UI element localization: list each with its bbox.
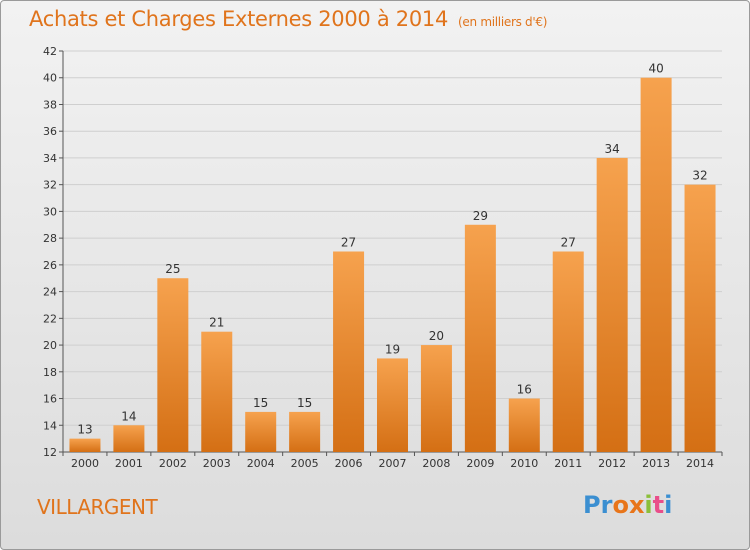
y-tick-label: 40 — [43, 72, 57, 85]
y-tick-label: 12 — [43, 446, 57, 459]
y-tick-label: 16 — [43, 393, 57, 406]
x-tick-label: 2004 — [247, 457, 275, 470]
x-tick-label: 2010 — [510, 457, 538, 470]
data-label: 32 — [692, 169, 707, 183]
logo-letter: o — [612, 491, 629, 519]
y-tick-label: 32 — [43, 179, 57, 192]
y-tick-label: 18 — [43, 366, 57, 379]
bar — [333, 251, 365, 452]
x-tick-label: 2006 — [335, 457, 363, 470]
data-label: 29 — [473, 209, 488, 223]
x-tick-label: 2002 — [159, 457, 187, 470]
logo-letter: i — [664, 491, 673, 519]
y-tick-label: 28 — [43, 232, 57, 245]
data-label: 34 — [605, 142, 620, 156]
logo-letter: x — [628, 491, 645, 519]
x-tick-label: 2000 — [71, 457, 99, 470]
proxiti-logo: Proxiti — [583, 491, 672, 519]
y-tick-label: 14 — [43, 419, 57, 432]
bar — [113, 425, 145, 452]
x-tick-label: 2011 — [554, 457, 582, 470]
y-tick-label: 24 — [43, 286, 57, 299]
x-tick-label: 2009 — [466, 457, 494, 470]
bar — [464, 224, 496, 452]
data-label: 15 — [297, 396, 312, 410]
x-tick-label: 2012 — [598, 457, 626, 470]
data-label: 19 — [385, 342, 400, 356]
x-tick-label: 2003 — [203, 457, 231, 470]
x-tick-label: 2008 — [422, 457, 450, 470]
y-tick-label: 42 — [43, 45, 57, 58]
logo-letter: r — [600, 491, 613, 519]
y-tick-label: 38 — [43, 98, 57, 111]
x-tick-label: 2014 — [686, 457, 714, 470]
logo-letter: i — [644, 491, 653, 519]
bar — [640, 77, 672, 452]
y-tick-label: 34 — [43, 152, 57, 165]
bars — [69, 77, 716, 452]
x-tick-label: 2005 — [291, 457, 319, 470]
bar — [377, 358, 408, 452]
x-tick-label: 2001 — [115, 457, 143, 470]
data-label: 25 — [165, 262, 180, 276]
data-label: 13 — [77, 423, 92, 437]
y-tick-label: 22 — [43, 312, 57, 325]
data-label: 27 — [561, 236, 576, 250]
bar — [684, 184, 716, 452]
y-tick-label: 26 — [43, 259, 57, 272]
data-label: 40 — [648, 62, 663, 76]
unit-label: (en milliers d'€) — [458, 15, 548, 29]
data-label: 14 — [121, 409, 136, 423]
data-label: 15 — [253, 396, 268, 410]
data-label: 20 — [429, 329, 444, 343]
bar — [420, 345, 452, 452]
bar — [289, 411, 321, 452]
x-tick-label: 2013 — [642, 457, 670, 470]
bar-chart: 12 14 16 18 20 22 24 26 28 30 32 34 36 38 40 42 2000 2001… — [43, 45, 723, 470]
data-label: 27 — [341, 236, 356, 250]
bar — [201, 331, 233, 452]
title-text: Achats et Charges Externes 2000 à 2014 — [29, 7, 449, 31]
logo-letter: P — [583, 491, 601, 519]
place-name: VILLARGENT — [37, 495, 158, 519]
bar — [69, 438, 101, 452]
bar — [552, 251, 584, 452]
y-tick-label: 30 — [43, 205, 57, 218]
logo-letter: t — [652, 491, 665, 519]
bar — [596, 157, 628, 452]
chart-title: Achats et Charges Externes 2000 à 2014 (e… — [29, 7, 547, 31]
bar — [508, 398, 540, 452]
data-label: 16 — [517, 383, 532, 397]
y-tick-label: 36 — [43, 125, 57, 138]
y-tick-label: 20 — [43, 339, 57, 352]
bar — [157, 278, 189, 452]
x-tick-label: 2007 — [379, 457, 407, 470]
bar — [245, 411, 277, 452]
labels: 13 14 25 21 15 15 27 19 20 29 16 27 34 40 32 — [77, 62, 707, 437]
data-label: 21 — [209, 316, 224, 330]
